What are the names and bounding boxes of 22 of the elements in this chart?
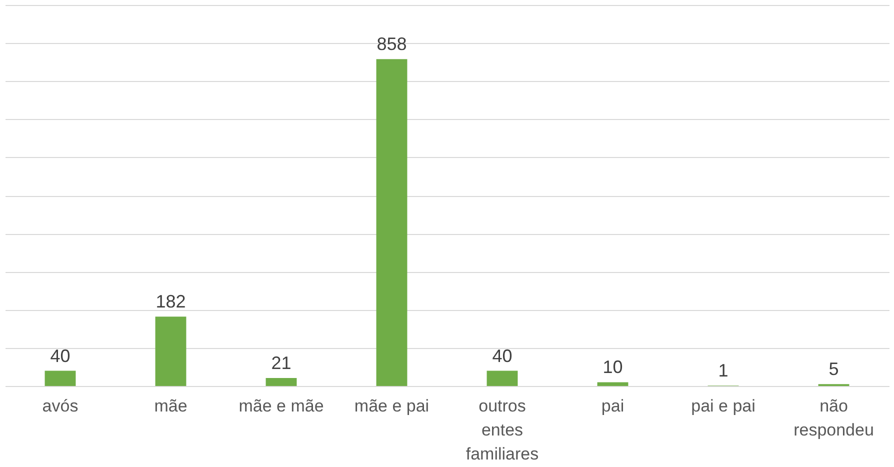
- x-tick-label: não respondeu: [794, 396, 874, 440]
- data-label: 40: [50, 346, 70, 366]
- x-tick-label: avós: [42, 396, 78, 416]
- bar: [376, 59, 408, 386]
- data-label: 10: [602, 357, 623, 378]
- data-label: 40: [492, 346, 512, 366]
- x-tick-label: mãe e pai: [354, 396, 430, 416]
- data-label: 1: [718, 360, 728, 381]
- data-label: 858: [376, 34, 407, 54]
- x-tick-label: mãe e mãe: [238, 396, 324, 416]
- data-label: 182: [156, 292, 186, 312]
- data-label: 5: [828, 359, 839, 380]
- bar: [155, 316, 186, 386]
- x-tick-label: pai: [601, 396, 624, 416]
- x-tick-label: outros entes familiares: [466, 396, 539, 464]
- data-label: 21: [271, 353, 292, 373]
- x-tick-label: pai e pai: [691, 396, 756, 416]
- bar: [597, 382, 628, 386]
- bar: [486, 370, 518, 386]
- bar: [44, 370, 76, 386]
- bar: [266, 378, 297, 386]
- x-tick-label: mãe: [154, 396, 188, 416]
